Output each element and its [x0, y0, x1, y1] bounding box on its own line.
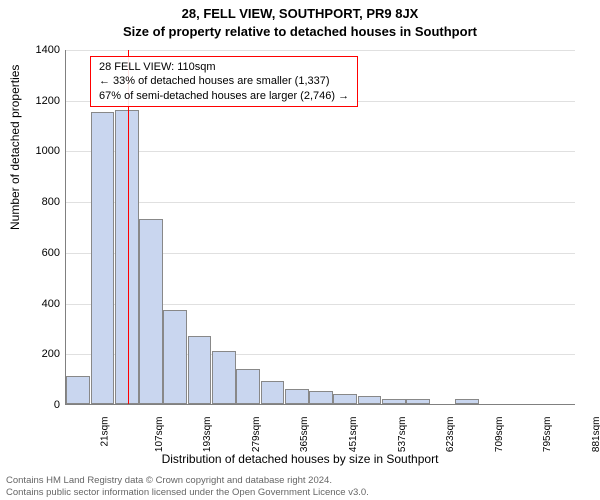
x-tick-label: 279sqm	[251, 417, 262, 453]
annotation-line2: ← 33% of detached houses are smaller (1,…	[99, 74, 349, 88]
gridline-h	[66, 50, 575, 51]
x-axis-label: Distribution of detached houses by size …	[0, 452, 600, 466]
histogram-bar	[261, 381, 285, 404]
footer-line2: Contains public sector information licen…	[6, 487, 369, 499]
annotation-line1: 28 FELL VIEW: 110sqm	[99, 60, 349, 74]
y-tick-label: 400	[0, 298, 60, 310]
y-tick-label: 200	[0, 348, 60, 360]
y-tick-label: 1000	[0, 145, 60, 157]
x-tick-label: 881sqm	[591, 417, 600, 453]
x-tick-label: 107sqm	[154, 417, 165, 453]
histogram-bar	[455, 399, 479, 404]
gridline-h	[66, 202, 575, 203]
y-tick-label: 1200	[0, 95, 60, 107]
page-title-line2: Size of property relative to detached ho…	[0, 24, 600, 39]
histogram-bar	[382, 399, 406, 404]
marker-annotation: 28 FELL VIEW: 110sqm ← 33% of detached h…	[90, 56, 358, 107]
x-tick-label: 193sqm	[202, 417, 213, 453]
histogram-bar	[358, 396, 382, 404]
y-tick-label: 0	[0, 399, 60, 411]
y-tick-label: 800	[0, 196, 60, 208]
x-tick-label: 451sqm	[348, 417, 359, 453]
y-tick-label: 600	[0, 247, 60, 259]
histogram-bar	[163, 310, 187, 404]
histogram-bar	[212, 351, 236, 404]
histogram-bar	[188, 336, 212, 404]
histogram-bar	[285, 389, 309, 404]
x-tick-label: 537sqm	[397, 417, 408, 453]
x-tick-label: 709sqm	[494, 417, 505, 453]
histogram-bar	[333, 394, 357, 404]
gridline-h	[66, 151, 575, 152]
page-title-line1: 28, FELL VIEW, SOUTHPORT, PR9 8JX	[0, 6, 600, 21]
x-tick-label: 365sqm	[300, 417, 311, 453]
histogram-bar	[139, 219, 163, 404]
histogram-bar	[406, 399, 430, 404]
histogram-bar	[115, 110, 139, 404]
histogram-bar	[91, 112, 115, 404]
footer-attribution: Contains HM Land Registry data © Crown c…	[6, 475, 369, 499]
histogram-bar	[236, 369, 260, 405]
y-tick-label: 1400	[0, 44, 60, 56]
x-tick-label: 623sqm	[445, 417, 456, 453]
x-tick-label: 795sqm	[542, 417, 553, 453]
footer-line1: Contains HM Land Registry data © Crown c…	[6, 475, 369, 487]
histogram-bar	[309, 391, 333, 404]
x-tick-label: 21sqm	[100, 417, 111, 447]
histogram-bar	[66, 376, 90, 404]
annotation-line3: 67% of semi-detached houses are larger (…	[99, 89, 349, 103]
